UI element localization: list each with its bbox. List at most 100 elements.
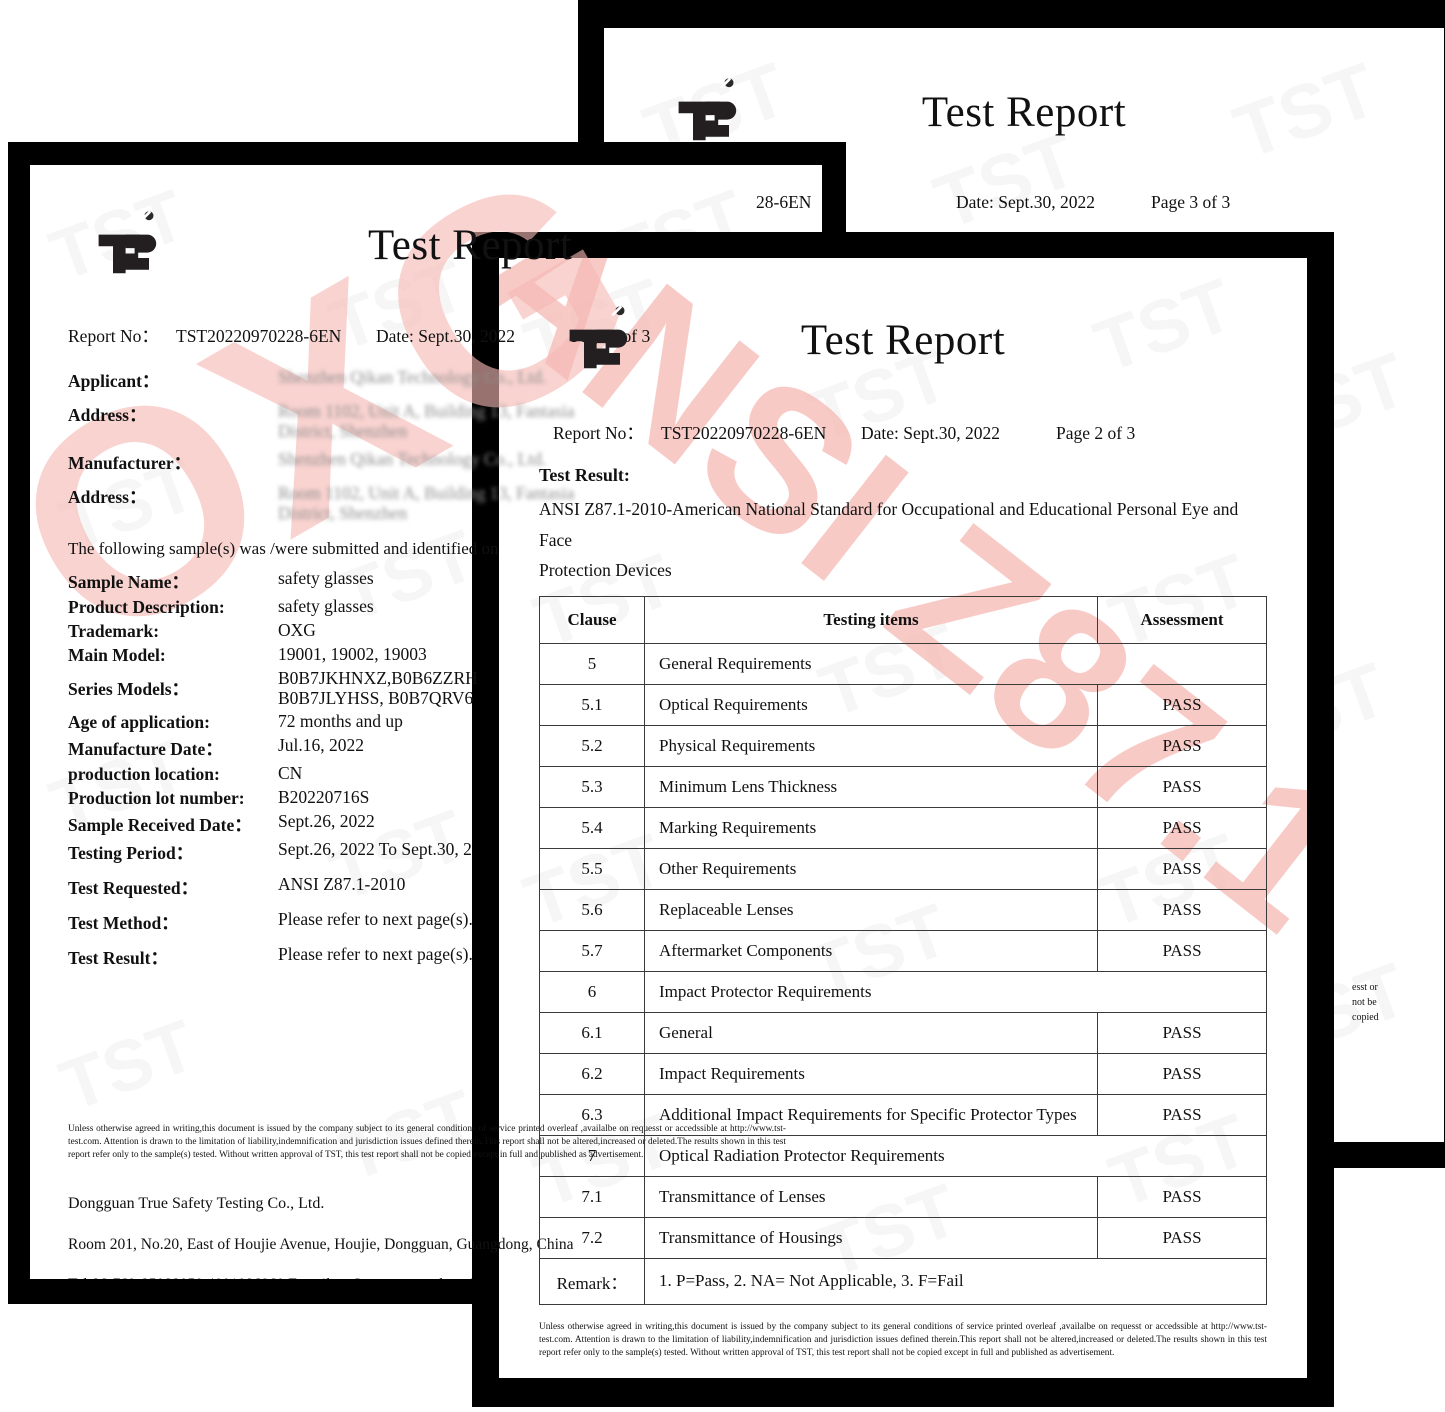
page-1-address-block: Dongguan True Safety Testing Co., Ltd. R…	[68, 1174, 786, 1279]
tst-logo-icon	[68, 195, 176, 303]
table-row[interactable]: 5.7 Aftermarket Components PASS	[539, 929, 1267, 972]
field-production-location-value: CN	[278, 762, 303, 783]
cell-assessment: PASS	[1097, 806, 1267, 849]
cell-item: General	[644, 1011, 1098, 1054]
cell-item: Aftermarket Components	[644, 929, 1098, 972]
table-row[interactable]: 5.3 Minimum Lens Thickness PASS	[539, 765, 1267, 808]
field-manufacture-date-label: Manufacture Date：	[68, 738, 223, 759]
table-row[interactable]: 6.1 General PASS	[539, 1011, 1267, 1054]
table-row[interactable]: 5 General Requirements	[539, 642, 1267, 685]
cell-item: Optical Radiation Protector Requirements	[644, 1134, 1267, 1177]
cell-item: Minimum Lens Thickness	[644, 765, 1098, 808]
field-manufacturer: Manufacturer： Shenzhen Qikan Technology …	[68, 450, 784, 475]
field-address-2-value: Room 1102, Unit A, Building 13, Fantasia…	[278, 483, 575, 523]
field-age-of-application: Age of application: 72 months and up	[68, 710, 784, 733]
page-1-address: Room 201, No.20, East of Houjie Avenue, …	[68, 1235, 574, 1253]
page-3-header: Test Report	[648, 62, 1400, 180]
field-address-1: Address： Room 1102, Unit A, Building 13,…	[68, 401, 784, 441]
field-production-lot-number-value: B20220716S	[278, 786, 370, 807]
field-series-models: Series Models： B0B7JKHNXZ,B0B6ZZRH B0B7J…	[68, 669, 784, 708]
page-2-meta: Report No： TST20220970228-6EN Date: Sept…	[539, 420, 1267, 445]
cell-item: Transmittance of Lenses	[644, 1175, 1098, 1218]
field-sample-name: Sample Name： safety glasses	[68, 569, 784, 594]
field-test-method-label: Test Method：	[68, 912, 179, 933]
field-sample-received-date-label: Sample Received Date：	[68, 814, 252, 835]
cell-clause: 5.2	[539, 724, 645, 767]
field-main-model-label: Main Model:	[68, 645, 166, 666]
page-3-date: Date: Sept.30, 2022	[956, 192, 1096, 212]
table-row[interactable]: 7.2 Transmittance of Housings PASS	[539, 1216, 1267, 1259]
field-address-1-value: Room 1102, Unit A, Building 13, Fantasia…	[278, 401, 575, 441]
field-test-result: Test Result： Please refer to next page(s…	[68, 944, 784, 970]
field-sample-received-date-value: Sept.26, 2022	[278, 810, 375, 831]
tst-logo-icon	[648, 62, 756, 170]
page-1-title: Test Report	[368, 222, 573, 269]
field-sample-received-date: Sample Received Date： Sept.26, 2022	[68, 810, 784, 837]
field-address-2: Address： Room 1102, Unit A, Building 13,…	[68, 483, 784, 523]
field-main-model: Main Model: 19001, 19002, 19003	[68, 645, 784, 666]
table-row[interactable]: 5.5 Other Requirements PASS	[539, 847, 1267, 890]
page-3-footer-fragment: esst or not be copied	[1352, 982, 1379, 1023]
page-2-report-no: TST20220970228-6EN	[661, 423, 827, 443]
page-3-meta: 28-6EN Date: Sept.30, 2022 Page 3 of 3	[648, 192, 1400, 213]
cell-clause: 6.2	[539, 1052, 645, 1095]
page-1-disclaimer: Unless otherwise agreed in writing,this …	[68, 1124, 786, 1161]
field-test-result-label: Test Result：	[68, 947, 168, 968]
table-remark-row: Remark： 1. P=Pass, 2. NA= Not Applicable…	[539, 1257, 1267, 1305]
cell-item: Other Requirements	[644, 847, 1098, 890]
table-row[interactable]: 6.3 Additional Impact Requirements for S…	[539, 1093, 1267, 1136]
field-series-models-label: Series Models：	[68, 679, 190, 700]
table-row[interactable]: 5.2 Physical Requirements PASS	[539, 724, 1267, 767]
field-applicant-value: Shenzhen Qikan Technology Co., Ltd.	[278, 367, 547, 387]
remark-value: 1. P=Pass, 2. NA= Not Applicable, 3. F=F…	[644, 1257, 1267, 1305]
cell-assessment: PASS	[1097, 724, 1267, 767]
field-applicant: Applicant： Shenzhen Qikan Technology Co.…	[68, 367, 784, 393]
table-row[interactable]: 5.6 Replaceable Lenses PASS	[539, 888, 1267, 931]
field-series-models-value: B0B7JKHNXZ,B0B6ZZRH B0B7JLYHSS, B0B7QRV6	[278, 668, 478, 708]
page-1-footer: Unless otherwise agreed in writing,this …	[68, 1123, 786, 1279]
page-2-title: Test Report	[800, 317, 1006, 364]
table-row[interactable]: 6.2 Impact Requirements PASS	[539, 1052, 1267, 1095]
field-production-lot-number-label: Production lot number:	[68, 787, 245, 808]
cell-item: Impact Requirements	[644, 1052, 1098, 1095]
cell-assessment: PASS	[1097, 1052, 1267, 1095]
cell-clause: 5.6	[539, 888, 645, 931]
page-2-report-no-label: Report No：	[553, 423, 644, 443]
table-row[interactable]: 7.1 Transmittance of Lenses PASS	[539, 1175, 1267, 1218]
page-3-report-no: 28-6EN	[756, 192, 812, 212]
field-trademark-value: OXG	[278, 620, 316, 641]
page-2-date: Date: Sept.30, 2022	[861, 423, 1001, 443]
page-2-address-block: Dongguan True Safety Testing Co., Ltd. R…	[539, 1371, 1267, 1378]
assessment-table: Clause Testing items Assessment 5 Genera…	[539, 595, 1267, 1305]
field-production-location-label: production location:	[68, 763, 220, 784]
field-sample-name-label: Sample Name：	[68, 572, 190, 593]
table-row[interactable]: 7 Optical Radiation Protector Requiremen…	[539, 1134, 1267, 1177]
sample-lead-in: The following sample(s) was /were submit…	[68, 539, 499, 559]
field-production-lot-number: Production lot number: B20220716S	[68, 786, 784, 809]
field-test-method-value: Please refer to next page(s).	[278, 908, 473, 929]
field-trademark: Trademark: OXG	[68, 621, 784, 642]
field-age-of-application-label: Age of application:	[68, 711, 210, 732]
document-page-2[interactable]: TST TST TST TST TST TST TST TST TST TST …	[472, 232, 1334, 1407]
cell-assessment: PASS	[1097, 1216, 1267, 1259]
col-header-clause: Clause	[539, 595, 645, 644]
field-product-description-value: safety glasses	[278, 596, 374, 617]
applicant-block: Applicant： Shenzhen Qikan Technology Co.…	[68, 367, 784, 523]
field-sample-name-value: safety glasses	[278, 568, 374, 589]
field-age-of-application-value: 72 months and up	[278, 710, 403, 731]
cell-assessment: PASS	[1097, 683, 1267, 726]
cell-clause: 5.3	[539, 765, 645, 808]
table-row[interactable]: 5.1 Optical Requirements PASS	[539, 683, 1267, 726]
cell-item: Additional Impact Requirements for Speci…	[644, 1093, 1098, 1136]
table-header-row: Clause Testing items Assessment	[539, 595, 1267, 644]
field-testing-period: Testing Period： Sept.26, 2022 To Sept.30…	[68, 839, 784, 865]
field-applicant-label: Applicant：	[68, 371, 160, 391]
cell-clause: 6	[539, 970, 645, 1013]
col-header-assessment: Assessment	[1097, 595, 1267, 644]
table-row[interactable]: 6 Impact Protector Requirements	[539, 970, 1267, 1013]
field-test-requested-label: Test Requested：	[68, 877, 199, 898]
field-testing-period-label: Testing Period：	[68, 842, 194, 863]
table-row[interactable]: 5.4 Marking Requirements PASS	[539, 806, 1267, 849]
cell-assessment: PASS	[1097, 765, 1267, 808]
field-manufacture-date-value: Jul.16, 2022	[278, 734, 365, 755]
